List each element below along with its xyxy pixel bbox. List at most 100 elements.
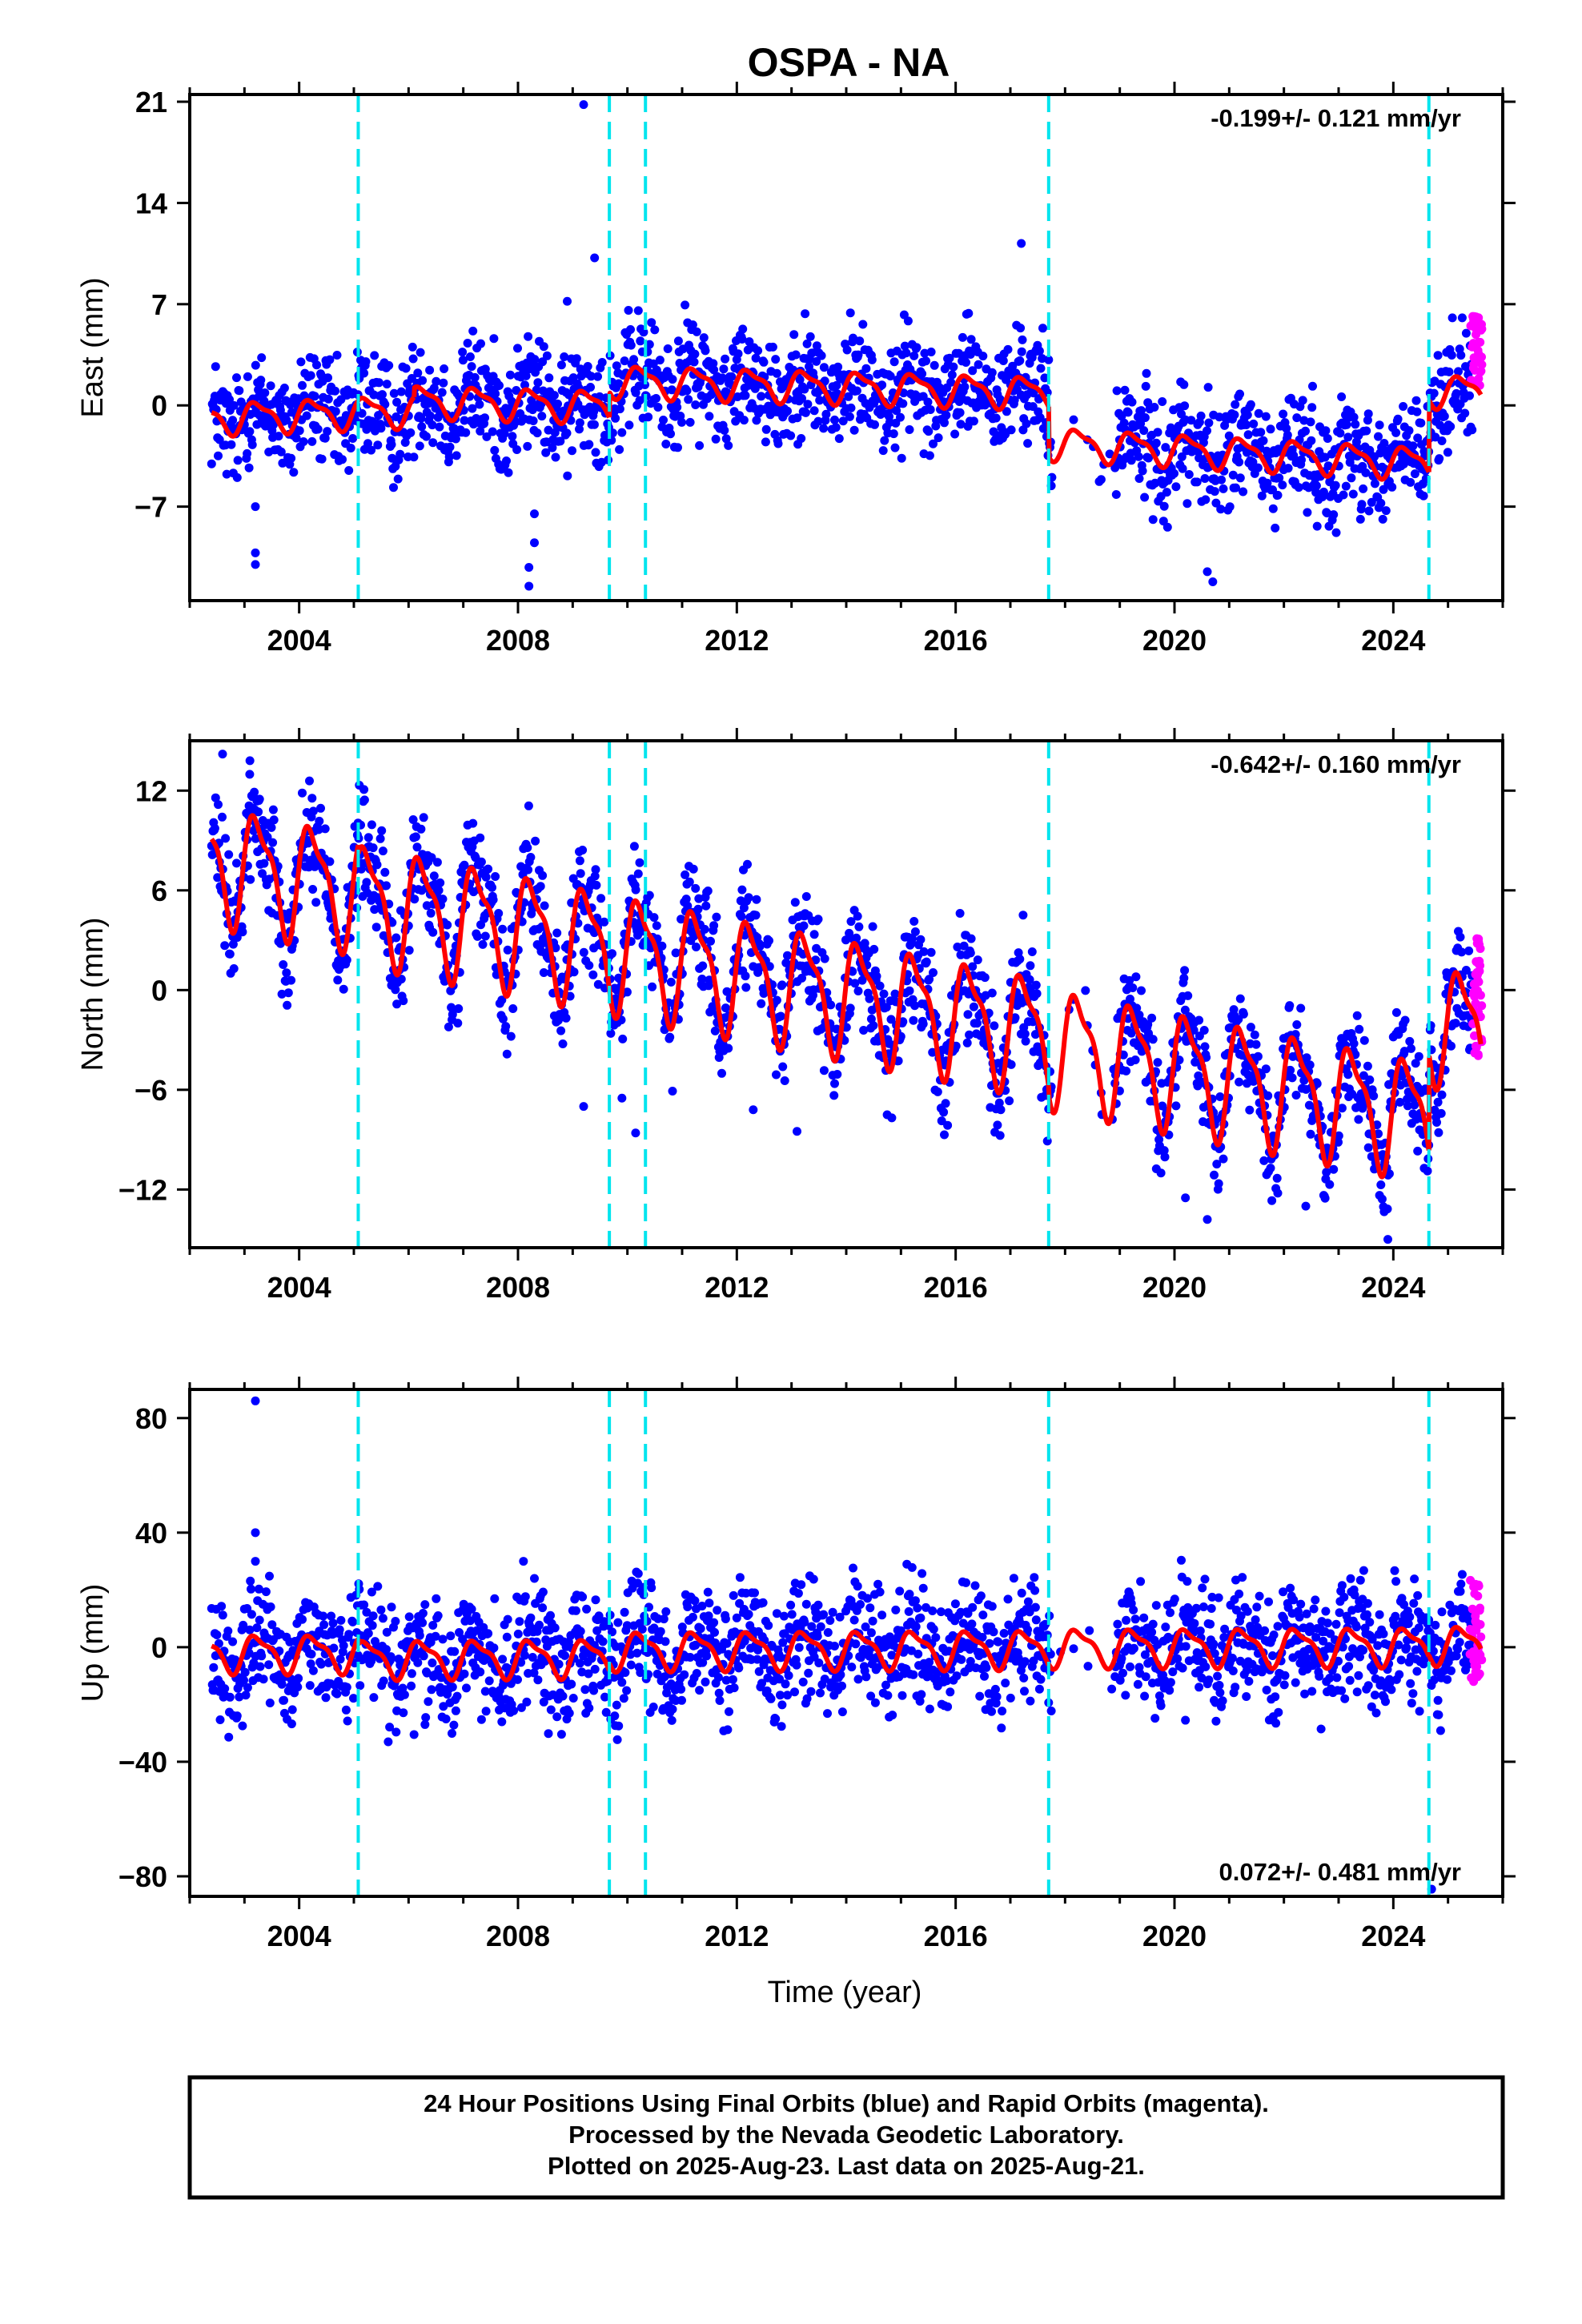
outlier-point — [1203, 567, 1212, 577]
model-fit-line — [607, 364, 1051, 418]
x-tick-label: 2004 — [267, 624, 331, 657]
model-fit-line — [1046, 1626, 1431, 1672]
y-tick-label: 7 — [151, 288, 167, 321]
velocity-rate-label: 0.072+/- 0.481 mm/yr — [1219, 1858, 1461, 1886]
y-tick-label: −12 — [118, 1173, 167, 1206]
x-tick-label: 2016 — [924, 1271, 988, 1304]
y-tick-label: −7 — [135, 491, 167, 524]
y-tick-label: −80 — [118, 1860, 167, 1893]
outlier-point — [524, 562, 534, 572]
x-tick-label: 2012 — [705, 624, 769, 657]
velocity-rate-label: -0.642+/- 0.160 mm/yr — [1211, 750, 1461, 778]
model-fit-line — [607, 898, 1051, 1096]
outlier-point — [1208, 577, 1218, 587]
outlier-point — [245, 756, 255, 766]
outlier-point — [251, 502, 260, 512]
x-tick-label: 2016 — [924, 1920, 988, 1952]
y-tick-label: 12 — [135, 774, 167, 807]
x-tick-label: 2020 — [1142, 1271, 1207, 1304]
outlier-point — [251, 1396, 260, 1405]
outlier-point — [519, 1557, 528, 1566]
footer-line-1: 24 Hour Positions Using Final Orbits (bl… — [424, 2089, 1269, 2117]
outlier-point — [1383, 1235, 1392, 1244]
y-axis-label: Up (mm) — [76, 1584, 110, 1703]
figure-title: OSPA - NA — [748, 40, 950, 85]
x-tick-label: 2016 — [924, 624, 988, 657]
outlier-point — [579, 100, 588, 110]
x-tick-label: 2004 — [267, 1271, 331, 1304]
outlier-point — [251, 1528, 260, 1538]
footer-box — [187, 2075, 1505, 2200]
outlier-point — [251, 560, 260, 569]
east-panel: 2004 2008 2012 2016 2020 2024 −7 0 7 14 21 East (mm… — [76, 82, 1516, 657]
footer-line-3: Plotted on 2025-Aug-23. Last data on 202… — [548, 2152, 1145, 2180]
outlier-point — [1017, 239, 1026, 248]
x-axis-label: Time (year) — [768, 1976, 922, 2009]
y-tick-label: 0 — [151, 389, 167, 422]
model-fit-line — [1046, 992, 1431, 1180]
model-fit-line — [607, 1629, 1051, 1675]
rapid-orbit-scatter — [1468, 934, 1487, 1060]
y-tick-label: 40 — [135, 1517, 167, 1550]
x-tick-label: 2004 — [267, 1920, 331, 1952]
outlier-point — [617, 1093, 627, 1103]
y-tick-label: 14 — [135, 187, 167, 219]
rapid-orbit-scatter — [1465, 1575, 1487, 1687]
outlier-point — [1181, 1193, 1191, 1203]
y-tick-label: 80 — [135, 1402, 167, 1435]
outlier-point — [251, 1557, 260, 1566]
y-tick-label: −40 — [118, 1746, 167, 1779]
model-fit-line — [209, 813, 361, 958]
x-tick-label: 2024 — [1361, 1271, 1425, 1304]
x-tick-label: 2020 — [1142, 624, 1207, 657]
plot-area — [207, 100, 1487, 591]
outlier-point — [563, 296, 572, 306]
north-panel: 2004 2008 2012 2016 2020 2024 −12 −6 0 6 12 North (… — [76, 728, 1516, 1304]
outlier-point — [631, 1128, 640, 1138]
y-axis-label: North (mm) — [76, 917, 110, 1071]
footer-line-2: Processed by the Nevada Geodetic Laborat… — [568, 2121, 1124, 2149]
plot-area — [207, 750, 1487, 1244]
y-tick-label: 21 — [135, 86, 167, 119]
outlier-point — [530, 1574, 539, 1583]
outlier-point — [530, 538, 539, 548]
x-tick-label: 2024 — [1361, 1920, 1425, 1952]
model-fit-line — [1046, 406, 1431, 482]
outlier-point — [793, 1127, 801, 1136]
model-fit-line — [355, 1638, 612, 1683]
model-fit-line — [210, 395, 416, 439]
outlier-point — [590, 253, 600, 263]
x-tick-label: 2012 — [705, 1271, 769, 1304]
outlier-point — [251, 548, 260, 557]
x-tick-label: 2024 — [1361, 624, 1425, 657]
velocity-rate-label: -0.199+/- 0.121 mm/yr — [1211, 104, 1461, 132]
y-axis-label: East (mm) — [76, 277, 110, 417]
outlier-point — [1203, 1215, 1212, 1224]
outlier-point — [749, 1105, 758, 1115]
y-tick-label: 0 — [151, 974, 167, 1007]
x-tick-label: 2008 — [486, 624, 550, 657]
outlier-point — [1301, 1201, 1311, 1211]
model-fit-line — [355, 844, 612, 1010]
up-panel: 2004 2008 2012 2016 2020 2024 −80 −40 0 40 80 Up (m… — [76, 1377, 1516, 1952]
x-tick-label: 2012 — [705, 1920, 769, 1952]
plot-area — [207, 1396, 1487, 1894]
y-tick-label: 0 — [151, 1631, 167, 1664]
outlier-point — [524, 581, 534, 591]
outlier-point — [218, 750, 227, 759]
x-tick-label: 2020 — [1142, 1920, 1207, 1952]
model-fit-line — [1426, 374, 1484, 472]
outlier-point — [530, 509, 539, 519]
y-tick-label: −6 — [135, 1074, 167, 1107]
outlier-point — [409, 1730, 419, 1739]
model-fit-line — [412, 384, 612, 427]
x-tick-label: 2008 — [486, 1271, 550, 1304]
x-tick-label: 2008 — [486, 1920, 550, 1952]
outlier-point — [420, 1719, 430, 1729]
outlier-point — [1181, 1715, 1191, 1725]
outlier-point — [579, 1102, 588, 1112]
y-tick-label: 6 — [151, 875, 167, 907]
model-fit-line — [1427, 1625, 1484, 1670]
model-fit-line — [210, 1633, 361, 1678]
